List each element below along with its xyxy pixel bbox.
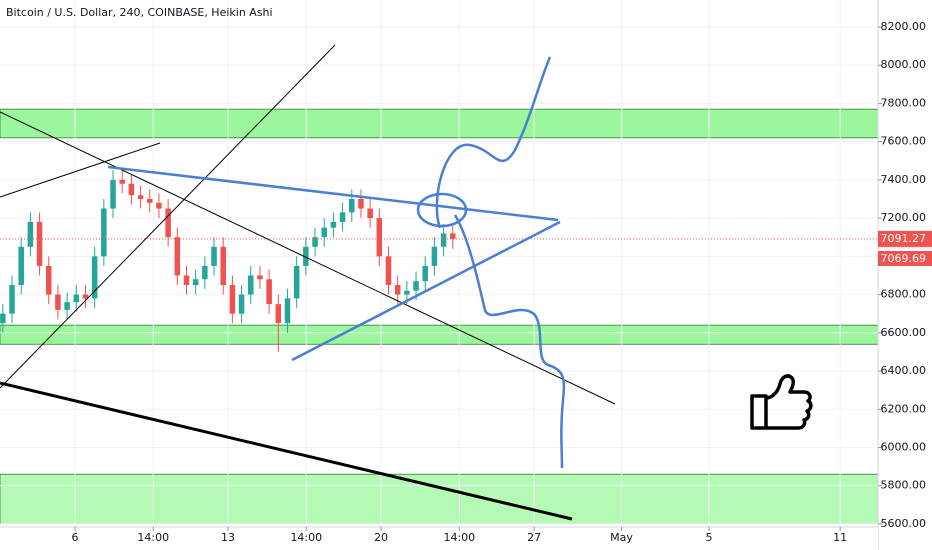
- x-tick-label: 14:00: [290, 531, 322, 544]
- candle-body: [220, 246, 226, 286]
- candle-body: [165, 208, 171, 238]
- candle-body: [64, 302, 70, 310]
- x-tick-label: 20: [374, 531, 388, 544]
- candle-body: [91, 256, 98, 299]
- candle-body: [303, 246, 309, 266]
- candle-body: [431, 246, 438, 266]
- last-price-box: [878, 230, 932, 247]
- candle-body: [174, 237, 181, 276]
- x-tick-label: 6: [71, 531, 78, 544]
- y-tick-label: 5600.00: [881, 517, 927, 530]
- candle-body: [339, 212, 346, 222]
- price-axis: [878, 0, 932, 550]
- candle-body: [349, 198, 355, 213]
- x-tick-label: 14:00: [443, 531, 475, 544]
- candle-body: [73, 294, 80, 303]
- candle-body: [36, 221, 43, 266]
- thumbs-up-icon: [750, 374, 813, 430]
- x-tick-label: 14:00: [137, 531, 169, 544]
- trend-line: [0, 381, 573, 521]
- candle-body: [321, 227, 327, 238]
- candle-body: [275, 304, 282, 324]
- candle-body: [82, 294, 89, 299]
- drawings: [0, 44, 813, 521]
- candle-body: [55, 294, 61, 310]
- candle-body: [266, 279, 272, 305]
- candle-body: [183, 275, 190, 286]
- trend-line: [0, 44, 336, 389]
- candle-body: [312, 237, 318, 247]
- candle-body: [450, 233, 456, 239]
- candle-body: [358, 198, 364, 209]
- y-tick-label: 6200.00: [881, 402, 927, 415]
- candle-body: [422, 265, 428, 282]
- x-tick-label: May: [610, 531, 633, 544]
- candle-body: [202, 265, 208, 280]
- candle-body: [192, 279, 199, 286]
- candle-body: [293, 265, 300, 299]
- candle-body: [385, 256, 392, 286]
- x-tick-label: 5: [706, 531, 713, 544]
- candle-body: [284, 298, 291, 324]
- trend-line: [0, 142, 161, 198]
- y-tick-label: 8000.00: [881, 58, 927, 71]
- candle-body: [128, 183, 135, 196]
- y-tick-label: 7200.00: [881, 211, 927, 224]
- y-tick-label: 7400.00: [881, 173, 927, 186]
- candle-body: [101, 208, 107, 257]
- y-tick-label: 6800.00: [881, 288, 927, 301]
- y-tick-label: 6000.00: [881, 440, 927, 453]
- y-tick-label: 7600.00: [881, 135, 927, 148]
- candle-body: [367, 208, 373, 219]
- x-tick-label: 11: [833, 531, 847, 544]
- candle-body: [27, 221, 34, 247]
- support-zone: [0, 108, 879, 139]
- candle-body: [9, 285, 15, 314]
- time-axis: [0, 527, 878, 550]
- candle-body: [156, 202, 162, 209]
- candle-body: [376, 218, 383, 257]
- candle-body: [229, 285, 236, 314]
- candle-body: [413, 281, 419, 291]
- support-zone: [0, 324, 879, 345]
- candle-body: [394, 285, 401, 295]
- last-price-label: 7091.27: [881, 232, 927, 245]
- support-zone: [0, 473, 879, 525]
- chart-title: Bitcoin / U.S. Dollar, 240, COINBASE, He…: [6, 6, 273, 19]
- candle-body: [147, 198, 153, 203]
- second-price-box: [878, 251, 932, 267]
- circle: [416, 192, 468, 228]
- projection-up: [435, 56, 552, 229]
- y-tick-label: 8200.00: [881, 20, 927, 33]
- y-tick-label: 5800.00: [881, 479, 927, 492]
- projection-down: [453, 214, 566, 469]
- candle-body: [330, 221, 337, 228]
- candle-body: [18, 246, 24, 286]
- y-tick-label: 6400.00: [881, 364, 927, 377]
- triangle-line: [291, 220, 561, 362]
- candle-body: [440, 233, 447, 247]
- candle-body: [45, 265, 52, 295]
- y-tick-label: 7800.00: [881, 96, 927, 109]
- candle-body: [211, 246, 217, 266]
- trend-line: [0, 111, 616, 405]
- second-price-label: 7069.69: [881, 252, 927, 265]
- candle-body: [238, 294, 245, 314]
- triangle-line: [107, 165, 559, 222]
- candle-body: [257, 275, 263, 280]
- x-tick-label: 13: [221, 531, 235, 544]
- candle-body: [0, 313, 6, 324]
- x-tick-label: 27: [527, 531, 541, 544]
- candle-body: [110, 179, 116, 209]
- candle-body: [137, 195, 144, 199]
- candle-body: [404, 290, 410, 295]
- y-tick-label: 6600.00: [881, 326, 927, 339]
- candle-body: [119, 179, 125, 184]
- candle-body: [248, 275, 254, 295]
